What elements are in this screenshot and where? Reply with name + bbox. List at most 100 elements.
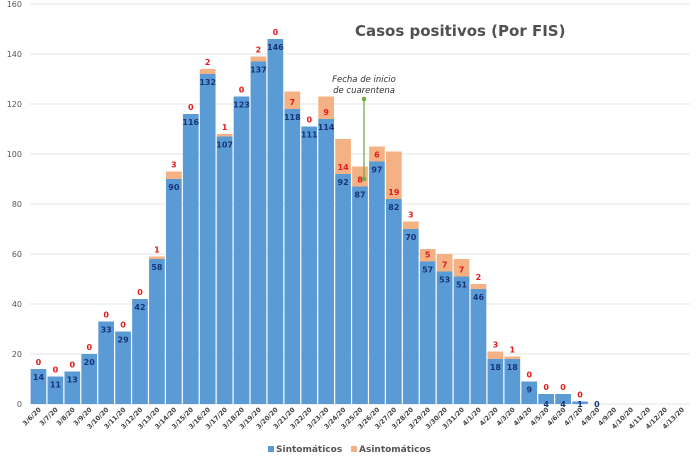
bar-asintomaticos: [318, 96, 335, 119]
data-label-sintomaticos: 11: [50, 381, 62, 390]
data-label-asintomaticos: 0: [36, 358, 42, 367]
bar-sintomaticos: [199, 74, 216, 404]
data-label-asintomaticos: 3: [408, 211, 414, 220]
data-label-asintomaticos: 0: [543, 383, 549, 392]
bar-asintomaticos: [216, 134, 233, 137]
bar-asintomaticos: [436, 254, 453, 272]
bar-sintomaticos: [436, 271, 453, 404]
data-label-asintomaticos: 14: [338, 163, 350, 172]
bar-sintomaticos: [64, 371, 81, 404]
bar-sintomaticos: [470, 289, 487, 404]
bar-asintomaticos: [470, 284, 487, 289]
data-label-sintomaticos: 0: [594, 400, 600, 409]
bar-sintomaticos: [318, 119, 335, 404]
data-label-asintomaticos: 19: [388, 188, 400, 197]
bar-sintomaticos: [216, 136, 233, 404]
y-tick-label: 80: [12, 200, 22, 209]
data-label-asintomaticos: 0: [239, 86, 245, 95]
data-label-sintomaticos: 132: [199, 78, 216, 87]
bar-asintomaticos: [149, 256, 165, 259]
data-label-sintomaticos: 97: [371, 166, 382, 175]
bar-sintomaticos: [165, 179, 182, 404]
data-label-sintomaticos: 51: [456, 281, 468, 290]
data-label-asintomaticos: 7: [459, 266, 465, 275]
data-label-asintomaticos: 0: [188, 103, 194, 112]
bar-sintomaticos: [30, 369, 47, 404]
data-label-asintomaticos: 1: [222, 123, 228, 132]
y-axis-ticks: 0 20 40 60 80 100 120 140 160: [7, 0, 22, 409]
bar-sintomaticos: [572, 401, 588, 404]
legend-label-sintomaticos: Sintomáticos: [276, 445, 342, 455]
data-label-asintomaticos: 0: [86, 343, 92, 352]
annotation-line-1: Fecha de inicio: [332, 75, 396, 85]
legend-swatch-sintomaticos: [268, 446, 274, 452]
y-tick-label: 140: [7, 50, 22, 59]
data-label-sintomaticos: 57: [422, 266, 433, 275]
data-label-sintomaticos: 46: [473, 293, 485, 302]
data-label-asintomaticos: 1: [510, 346, 516, 355]
data-label-sintomaticos: 92: [338, 178, 349, 187]
data-label-asintomaticos: 3: [493, 341, 499, 350]
quarantine-annotation: Fecha de inicio de cuarentena: [332, 75, 396, 182]
data-label-asintomaticos: 3: [171, 161, 177, 170]
x-axis-ticks: 3/6/203/7/203/8/203/9/203/10/203/11/203/…: [21, 405, 686, 430]
data-label-sintomaticos: 87: [354, 191, 365, 200]
data-label-sintomaticos: 114: [318, 123, 335, 132]
y-tick-label: 20: [12, 350, 22, 359]
bar-sintomaticos: [47, 376, 64, 404]
bar-sintomaticos: [538, 394, 555, 404]
y-tick-label: 160: [7, 0, 22, 9]
bar-sintomaticos: [98, 321, 115, 404]
bar-asintomaticos: [402, 221, 419, 229]
bars: [30, 39, 588, 404]
bar-asintomaticos: [453, 259, 470, 277]
data-label-sintomaticos: 58: [151, 263, 163, 272]
data-label-sintomaticos: 123: [233, 101, 250, 110]
bar-asintomaticos: [487, 351, 504, 359]
bar-sintomaticos: [149, 259, 165, 404]
data-label-sintomaticos: 111: [301, 131, 318, 140]
data-label-asintomaticos: 5: [425, 251, 431, 260]
bar-sintomaticos: [132, 299, 148, 404]
data-label-sintomaticos: 20: [84, 358, 96, 367]
data-label-asintomaticos: 2: [256, 46, 262, 55]
data-label-sintomaticos: 4: [560, 400, 566, 409]
data-label-asintomaticos: 0: [70, 361, 76, 370]
bar-sintomaticos: [521, 381, 538, 404]
data-label-asintomaticos: 7: [290, 98, 296, 107]
data-label-asintomaticos: 8: [357, 176, 363, 185]
data-label-asintomaticos: 0: [577, 391, 583, 400]
bar-sintomaticos: [419, 261, 436, 404]
bar-sintomaticos: [81, 354, 98, 404]
data-label-sintomaticos: 29: [118, 336, 130, 345]
bar-sintomaticos: [385, 199, 402, 404]
bar-asintomaticos: [369, 146, 385, 162]
data-label-sintomaticos: 53: [439, 276, 450, 285]
data-label-sintomaticos: 82: [388, 203, 399, 212]
data-label-asintomaticos: 0: [560, 383, 566, 392]
bar-sintomaticos: [453, 276, 470, 404]
data-label-asintomaticos: 2: [476, 273, 482, 282]
data-label-asintomaticos: 0: [526, 371, 532, 380]
bar-sintomaticos: [182, 114, 199, 404]
bar-asintomaticos: [419, 249, 436, 262]
bar-sintomaticos: [335, 174, 351, 404]
legend: Sintomáticos Asintomáticos: [268, 445, 431, 455]
bar-asintomaticos: [284, 91, 301, 109]
bar-sintomaticos: [369, 161, 385, 404]
data-label-asintomaticos: 0: [120, 321, 126, 330]
legend-swatch-asintomaticos: [351, 446, 357, 452]
data-label-sintomaticos: 18: [490, 363, 502, 372]
bar-sintomaticos: [555, 394, 571, 404]
bar-sintomaticos: [504, 359, 521, 404]
data-label-asintomaticos: 1: [154, 246, 160, 255]
data-label-sintomaticos: 70: [405, 233, 417, 242]
data-label-sintomaticos: 107: [216, 141, 233, 150]
data-label-sintomaticos: 14: [33, 373, 45, 382]
data-label-asintomaticos: 0: [306, 116, 312, 125]
bar-sintomaticos: [301, 126, 318, 404]
y-tick-label: 100: [7, 150, 22, 159]
data-label-asintomaticos: 0: [103, 311, 109, 320]
